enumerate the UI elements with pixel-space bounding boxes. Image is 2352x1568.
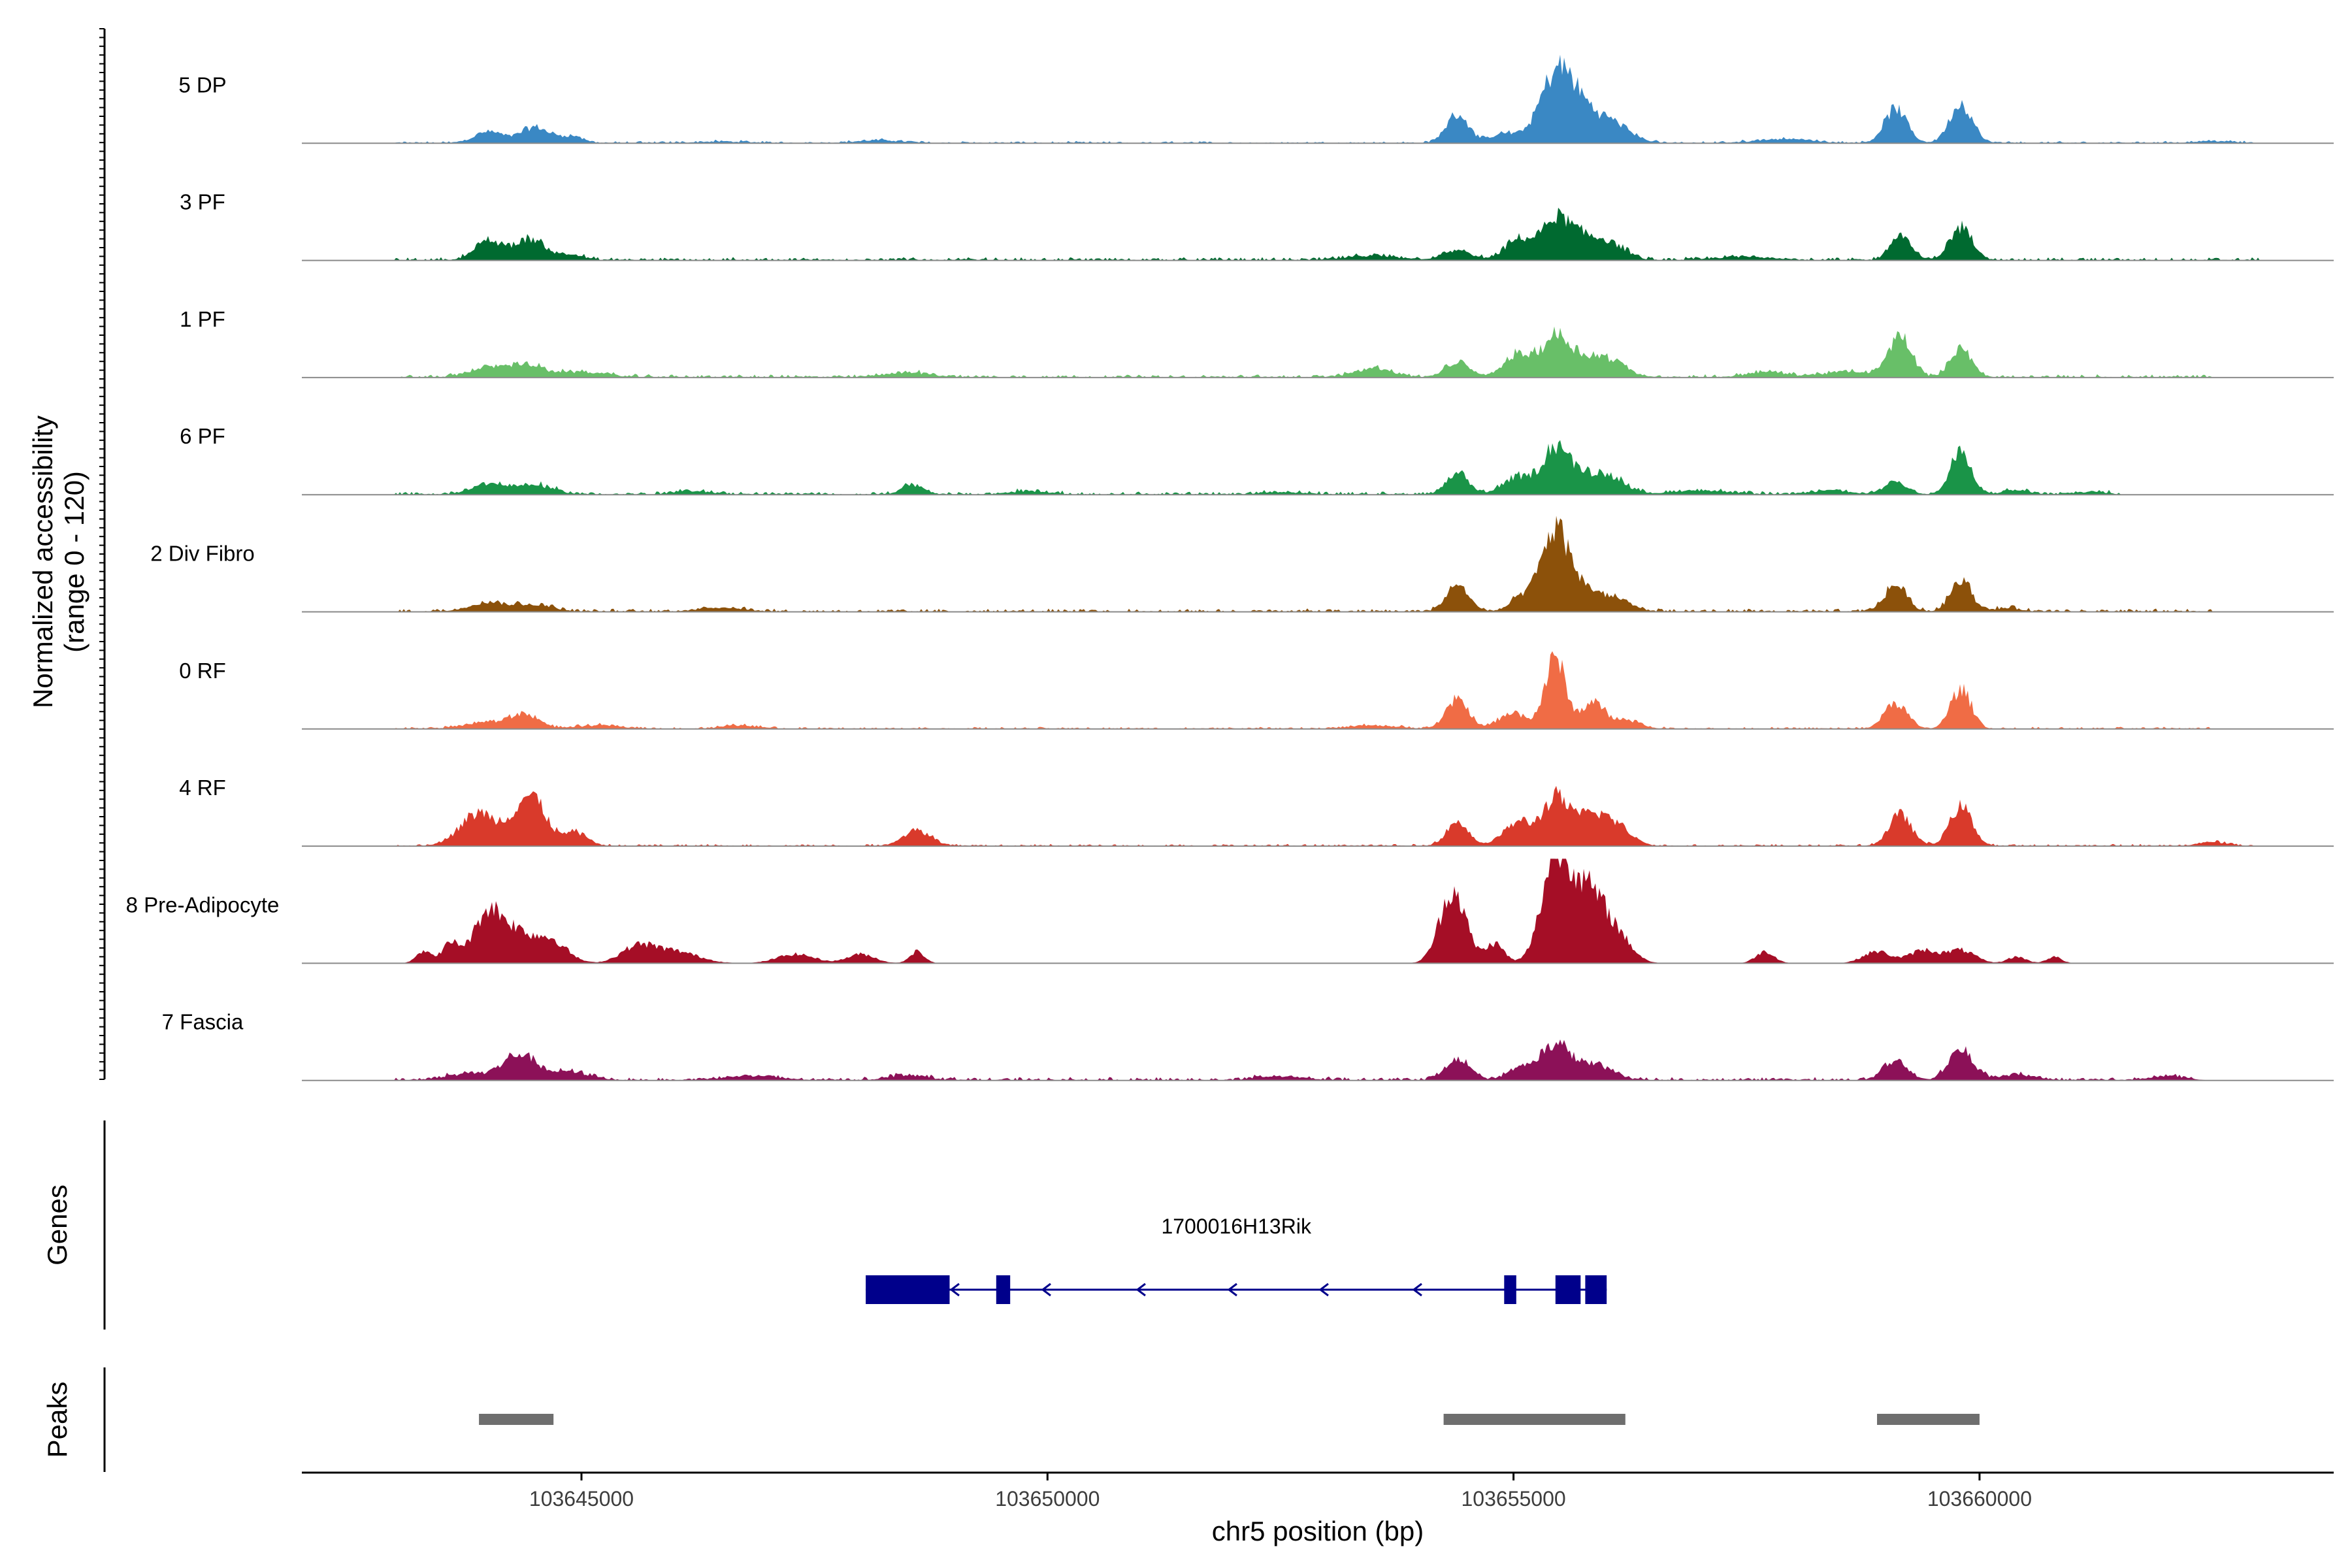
genes-track: 1700016H13Rik bbox=[866, 1215, 1607, 1304]
strand-arrow bbox=[1318, 1282, 1329, 1297]
track-label: 3 PF bbox=[180, 190, 225, 214]
coverage-area bbox=[302, 440, 2334, 495]
x-tick-label: 103660000 bbox=[1927, 1487, 2032, 1511]
track-1-pf: 1 PF bbox=[180, 307, 2334, 378]
gene-exon bbox=[866, 1275, 950, 1304]
gene-exon bbox=[1555, 1275, 1581, 1304]
strand-arrow bbox=[949, 1282, 960, 1297]
peak-region bbox=[479, 1414, 554, 1425]
strand-arrow bbox=[1412, 1282, 1422, 1297]
track-5-dp: 5 DP bbox=[178, 54, 2334, 144]
track-label: 1 PF bbox=[180, 307, 225, 331]
track-label: 2 Div Fibro bbox=[150, 542, 255, 566]
x-tick-label: 103650000 bbox=[995, 1487, 1100, 1511]
peaks-track bbox=[479, 1414, 1980, 1425]
coverage-area bbox=[302, 515, 2334, 612]
gene-1700016H13Rik: 1700016H13Rik bbox=[866, 1215, 1607, 1304]
gene-exon bbox=[996, 1275, 1011, 1304]
track-label: 8 Pre-Adipocyte bbox=[126, 892, 280, 917]
coverage-area bbox=[302, 207, 2334, 261]
gene-exon bbox=[1504, 1275, 1516, 1304]
strand-arrow bbox=[1135, 1282, 1146, 1297]
y-axis-title-line1: Normalized accessibility bbox=[27, 416, 58, 708]
x-axis-title: chr5 position (bp) bbox=[1212, 1516, 1424, 1546]
track-8-pre-adipocyte: 8 Pre-Adipocyte bbox=[126, 858, 2334, 964]
coverage-y-axis bbox=[99, 28, 106, 1080]
track-6-pf: 6 PF bbox=[180, 424, 2334, 496]
y-axis-title: Normalized accessibility (range 0 - 120) bbox=[27, 416, 90, 708]
track-label: 5 DP bbox=[178, 73, 226, 97]
track-7-fascia: 7 Fascia bbox=[162, 1010, 2334, 1081]
track-label: 6 PF bbox=[180, 424, 225, 448]
track-0-rf: 0 RF bbox=[179, 651, 2334, 730]
track-label: 0 RF bbox=[179, 659, 226, 683]
x-axis-ticks: 103645000 103650000 103655000 103660000 bbox=[529, 1473, 2032, 1511]
y-axis-title-line2: (range 0 - 120) bbox=[59, 471, 90, 653]
strand-arrow bbox=[1041, 1282, 1051, 1297]
track-label: 4 RF bbox=[179, 776, 226, 800]
peak-region bbox=[1443, 1414, 1625, 1425]
coverage-area bbox=[302, 858, 2334, 964]
gene-label: 1700016H13Rik bbox=[1161, 1215, 1312, 1238]
coverage-area bbox=[302, 785, 2334, 847]
genes-panel-title: Genes bbox=[42, 1184, 73, 1266]
peak-region bbox=[1877, 1414, 1980, 1425]
coverage-area bbox=[302, 1039, 2334, 1081]
track-3-pf: 3 PF bbox=[180, 190, 2334, 261]
coverage-tracks: 5 DP 3 PF 1 PF 6 PF 2 Div Fibro 0 RF 4 RF 8 Pre… bbox=[126, 54, 2334, 1081]
coverage-area bbox=[302, 651, 2334, 729]
x-tick-label: 103655000 bbox=[1462, 1487, 1566, 1511]
x-tick-label: 103645000 bbox=[529, 1487, 634, 1511]
gene-exon bbox=[1585, 1275, 1607, 1304]
track-4-rf: 4 RF bbox=[179, 776, 2334, 847]
strand-arrow bbox=[1227, 1282, 1237, 1297]
coverage-area bbox=[302, 54, 2334, 144]
track-label: 7 Fascia bbox=[162, 1010, 244, 1034]
coverage-area bbox=[302, 326, 2334, 378]
track-2-div-fibro: 2 Div Fibro bbox=[150, 515, 2334, 613]
peaks-panel-title: Peaks bbox=[42, 1382, 73, 1458]
